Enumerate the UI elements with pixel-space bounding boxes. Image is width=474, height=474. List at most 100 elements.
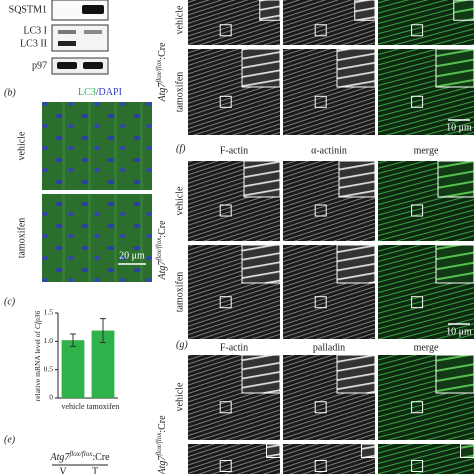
roi-box <box>219 95 232 108</box>
y-tick-label: 1.0 <box>44 336 54 345</box>
micrograph <box>283 444 375 474</box>
inset <box>338 160 376 198</box>
inset <box>453 0 474 21</box>
inset <box>435 244 474 284</box>
roi-box <box>314 460 327 472</box>
bar-chart: 0 0.5 1.0 1.5 vehicle tamoxifen <box>44 308 120 411</box>
roi-box <box>411 24 424 37</box>
scale-label: 10 μm <box>446 326 472 337</box>
genotype: Atg7 <box>157 260 168 281</box>
inset <box>435 48 474 88</box>
inset <box>336 354 376 394</box>
micrograph <box>42 194 152 282</box>
y-label: relative mRNA level of <box>33 329 42 401</box>
y-tick-label: 1.5 <box>44 308 54 317</box>
genotype: Atg7flox/flox:Cre <box>155 220 169 281</box>
row-label: tamoxifen <box>16 218 27 259</box>
column-header: merge <box>414 145 439 156</box>
inset <box>243 160 281 198</box>
inset <box>241 354 281 394</box>
genotype-sup: flox/flox <box>155 59 163 83</box>
row-label: tamoxifen <box>174 272 185 313</box>
genotype-suffix: :Cre <box>157 220 168 238</box>
band-label: LC3 II <box>20 38 47 49</box>
row-label: vehicle <box>16 131 27 160</box>
column-header: palladin <box>313 342 345 353</box>
inset <box>435 354 474 394</box>
micrograph <box>42 102 152 190</box>
inset <box>437 160 474 198</box>
row-label: vehicle <box>174 5 185 34</box>
inset <box>361 443 376 458</box>
stain: /DAPI <box>96 87 122 98</box>
panel-label: (e) <box>4 434 16 445</box>
roi-box <box>314 204 327 217</box>
y-label-gene: Cfp36 <box>33 311 42 330</box>
row-label: vehicle <box>174 382 185 411</box>
inset <box>241 48 281 88</box>
scale-label: 20 μm <box>119 250 145 261</box>
genotype: Atg7flox/flox:Cre <box>155 415 169 474</box>
inset <box>460 443 474 458</box>
roi-box <box>314 24 327 37</box>
lane-label: T <box>92 466 98 474</box>
genotype: Atg7 <box>157 82 168 103</box>
roi-box <box>411 95 424 108</box>
genotype-suffix: :Cre <box>92 452 110 463</box>
roi-box <box>219 296 232 309</box>
column-header: merge <box>414 342 439 353</box>
panel-label: (g) <box>176 339 188 350</box>
western-blot <box>51 0 109 75</box>
column-header: α-actinin <box>311 145 347 156</box>
roi-box <box>411 204 424 217</box>
band-label: SQSTM1 <box>9 4 47 15</box>
micrograph <box>188 444 280 474</box>
roi-box <box>219 204 232 217</box>
bar <box>61 340 85 398</box>
roi-box <box>411 296 424 309</box>
column-header: F-actin <box>220 342 248 353</box>
y-tick-label: 0 <box>49 393 53 402</box>
genotype-sup: flox/flox <box>69 450 93 458</box>
stain-label: LC3/DAPI <box>78 87 122 98</box>
roi-box <box>314 401 327 414</box>
scale-label: 10 μm <box>446 122 472 133</box>
x-tick-label: tamoxifen <box>87 402 119 411</box>
roi-box <box>314 296 327 309</box>
y-axis-label: relative mRNA level of Cfp36 <box>33 311 42 402</box>
panel-label: (f) <box>176 143 186 154</box>
row-label: tamoxifen <box>174 72 185 113</box>
roi-box <box>219 24 232 37</box>
genotype: Atg7 <box>157 455 168 474</box>
genotype: Atg7flox/flox:Cre <box>49 450 110 464</box>
y-tick-label: 0.5 <box>44 364 54 373</box>
bar <box>91 330 115 398</box>
inset <box>354 0 376 21</box>
panel-label: (c) <box>4 296 16 307</box>
genotype-sup: flox/flox <box>155 432 163 456</box>
inset <box>259 0 281 21</box>
roi-box <box>219 401 232 414</box>
inset <box>336 244 376 284</box>
roi-box <box>411 460 424 472</box>
micrograph <box>378 444 474 474</box>
column-header: F-actin <box>220 145 248 156</box>
inset <box>241 244 281 284</box>
roi-box <box>411 401 424 414</box>
row-label: vehicle <box>174 186 185 215</box>
x-tick-label: vehicle <box>61 402 85 411</box>
inset <box>336 48 376 88</box>
roi-box <box>219 460 232 472</box>
genotype: Atg7flox/flox:Cre <box>155 42 169 103</box>
inset <box>266 443 281 458</box>
error-bar <box>70 333 76 347</box>
genotype: Atg7 <box>49 452 70 463</box>
panel-label: (b) <box>4 87 16 98</box>
genotype-suffix: :Cre <box>157 415 168 433</box>
lane-label: V <box>59 466 67 474</box>
genotype-suffix: :Cre <box>157 42 168 60</box>
band-label: p97 <box>32 60 47 71</box>
